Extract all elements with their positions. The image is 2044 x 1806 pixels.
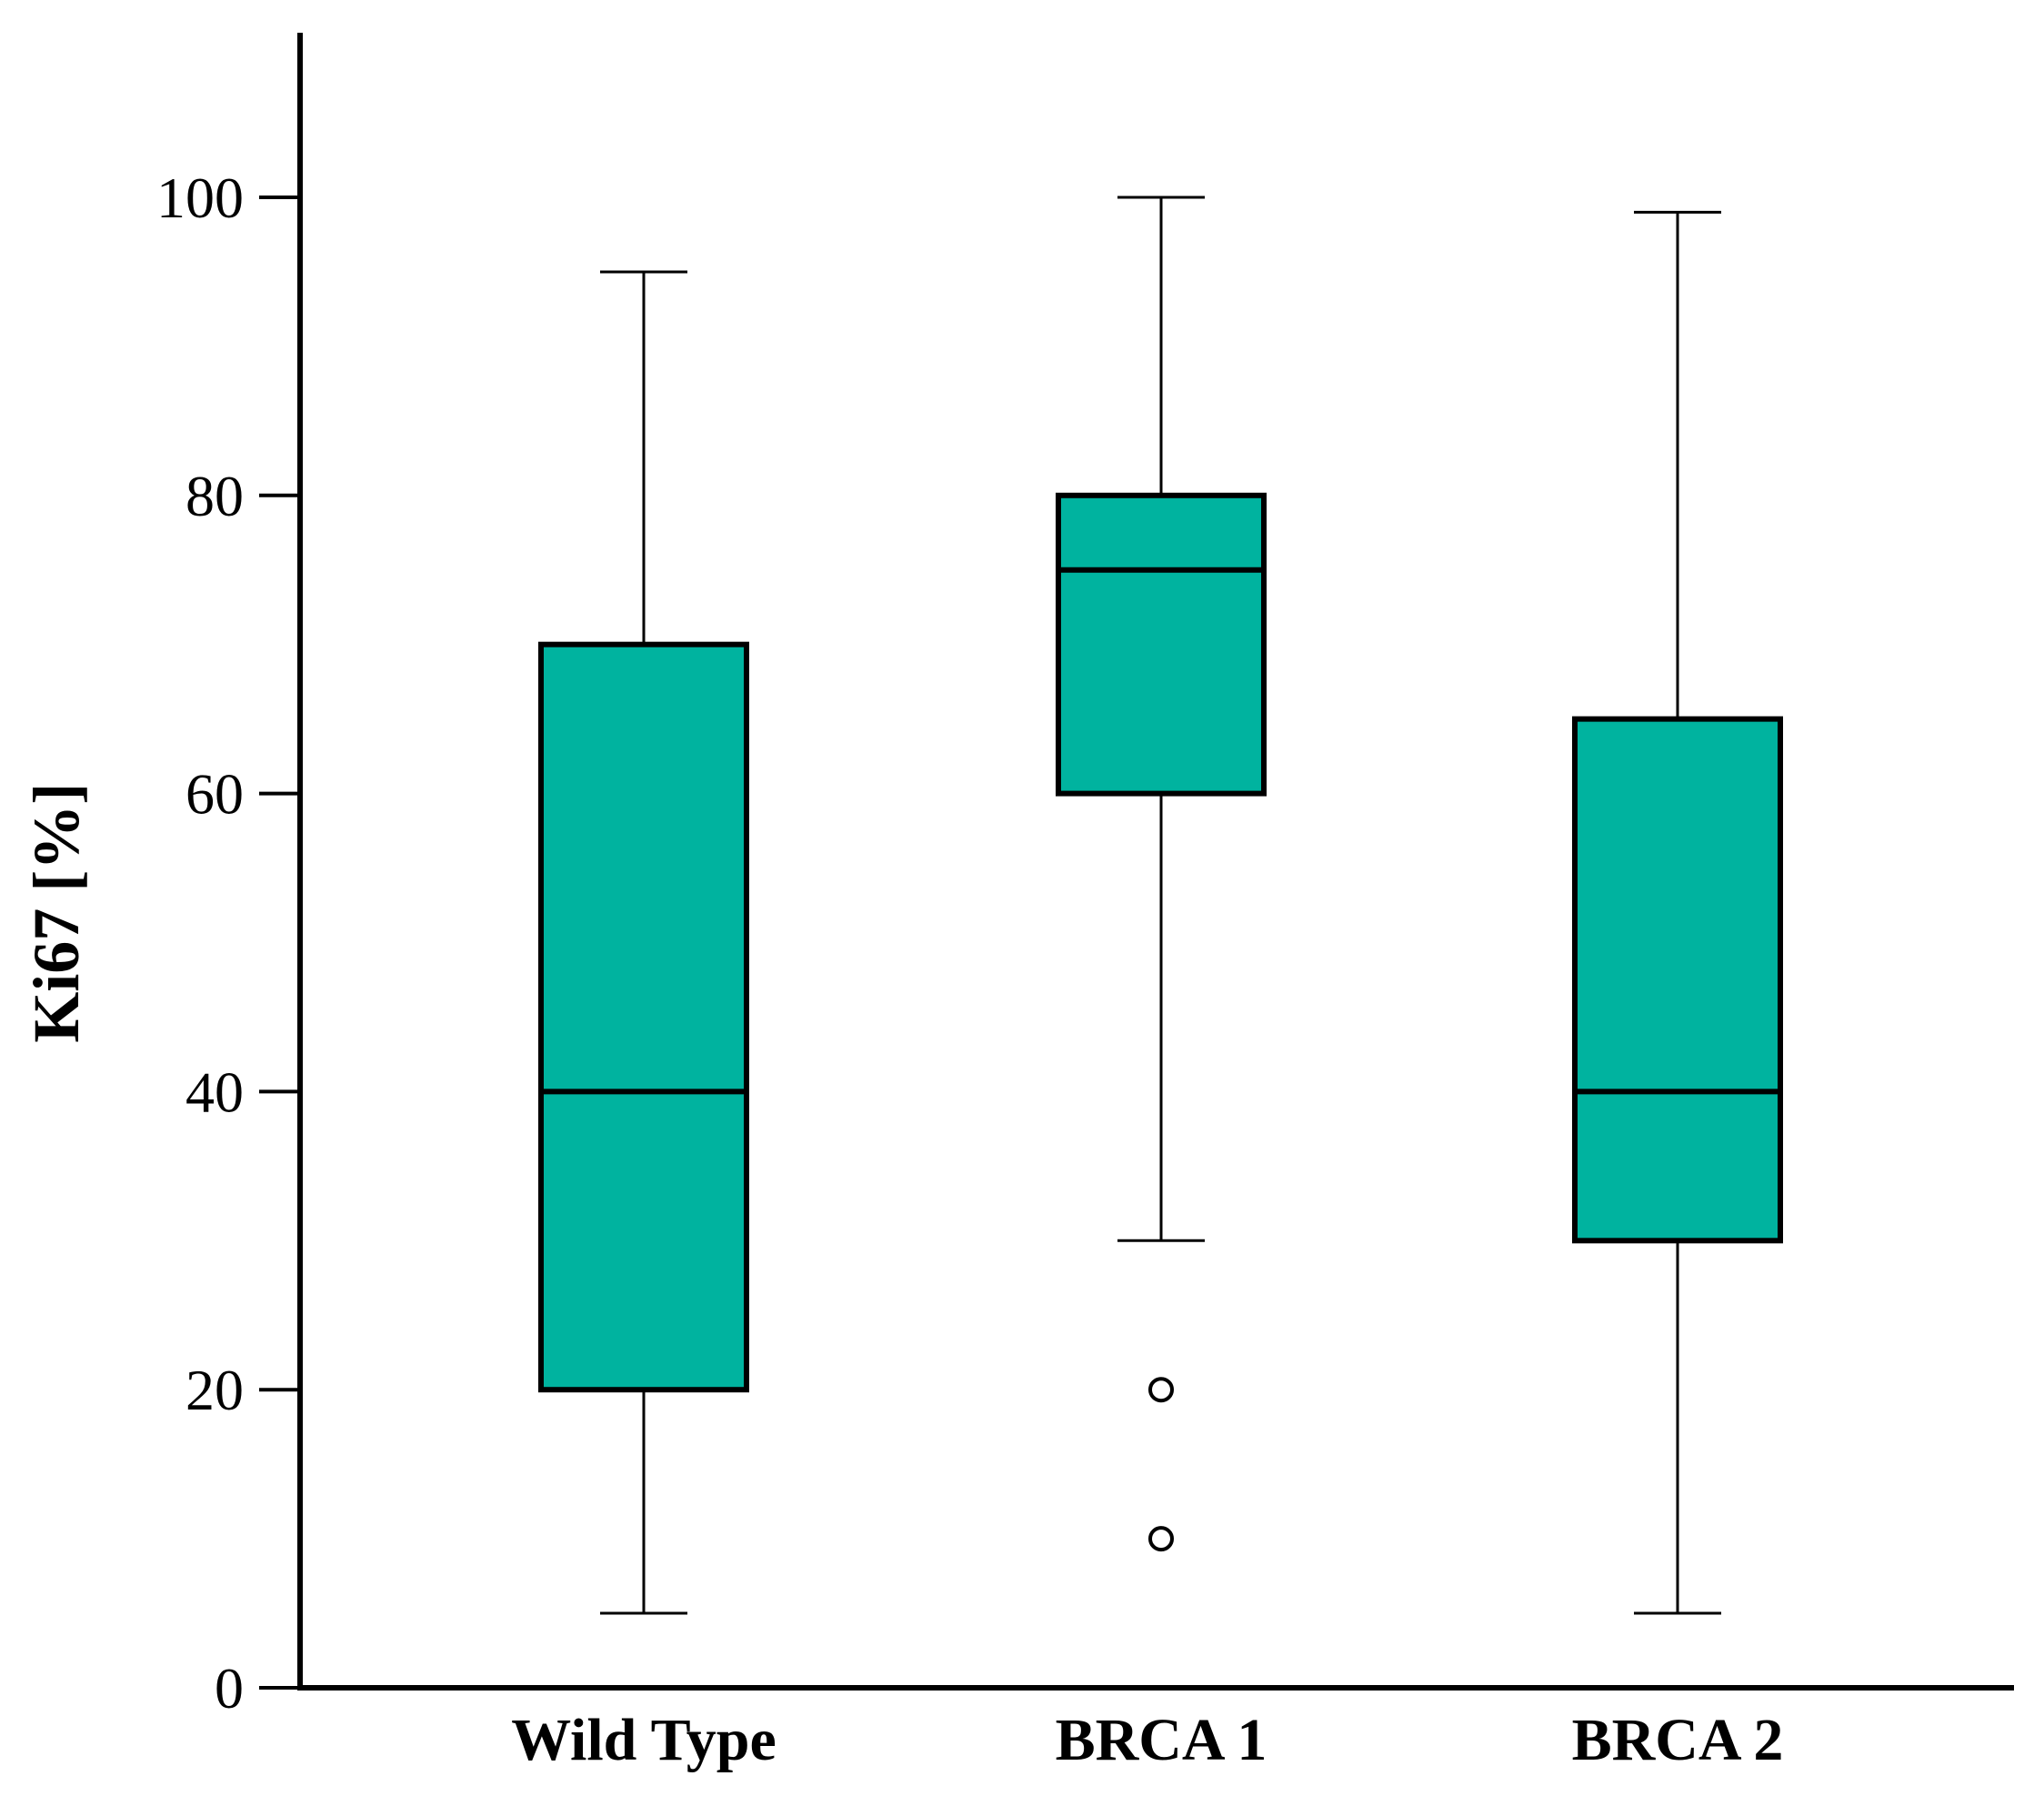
y-tick-label: 60 bbox=[185, 762, 244, 827]
box-iqr bbox=[538, 641, 749, 1393]
category-labels: Wild Type BRCA 1 BRCA 2 bbox=[511, 1707, 1783, 1773]
box-group bbox=[1572, 210, 1783, 1615]
y-tick-label: 40 bbox=[185, 1059, 244, 1124]
y-ticks: 0 20 40 60 80 100 bbox=[156, 166, 300, 1721]
boxes bbox=[538, 196, 1783, 1615]
x-category-label: BRCA 1 bbox=[1056, 1707, 1267, 1773]
box-iqr bbox=[1572, 716, 1783, 1244]
x-category-label: BRCA 2 bbox=[1572, 1707, 1784, 1773]
box-iqr bbox=[1056, 492, 1267, 797]
y-tick-label: 20 bbox=[185, 1358, 244, 1422]
y-tick-label: 0 bbox=[215, 1656, 244, 1721]
x-category-label: Wild Type bbox=[511, 1707, 777, 1773]
y-tick-label: 100 bbox=[156, 166, 244, 230]
outlier-point bbox=[1148, 1526, 1174, 1552]
y-tick-label: 80 bbox=[185, 464, 244, 528]
box-group bbox=[1056, 196, 1267, 1552]
box-group bbox=[538, 270, 749, 1615]
outlier-point bbox=[1148, 1377, 1174, 1403]
y-axis-title: Ki67 [%] bbox=[20, 783, 93, 1043]
axes: 0 20 40 60 80 100 bbox=[156, 33, 2014, 1721]
